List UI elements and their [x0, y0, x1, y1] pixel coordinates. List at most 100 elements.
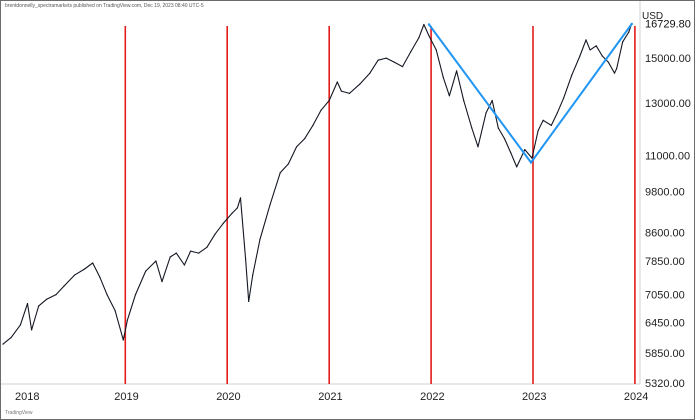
x-axis-ticks[interactable]: 2018 2019 2020 2021 2022 2023 2024 — [15, 391, 648, 403]
price-point-56 — [428, 35, 430, 37]
price-point-16 — [126, 319, 128, 321]
price-point-55 — [423, 23, 425, 26]
price-point-50 — [385, 57, 387, 59]
price-point-45 — [340, 90, 342, 92]
price-point-47 — [359, 83, 361, 85]
y-tick-label-1: 5850.00 — [645, 348, 685, 360]
price-point-41 — [312, 124, 314, 126]
price-point-57 — [435, 49, 437, 51]
price-point-53 — [410, 51, 412, 53]
price-point-64 — [485, 112, 487, 114]
price-point-10 — [84, 268, 86, 270]
price-point-25 — [198, 252, 200, 254]
price-point-38 — [287, 163, 289, 165]
price-point-32 — [245, 258, 247, 260]
price-point-74 — [550, 124, 552, 126]
price-point-7 — [55, 294, 57, 296]
last-value-layer: 16729.80 — [642, 16, 694, 31]
price-point-14 — [114, 310, 116, 312]
price-point-80 — [589, 49, 591, 51]
price-point-79 — [585, 39, 587, 41]
y-tick-label-7: 11000.00 — [645, 150, 690, 162]
price-point-77 — [571, 74, 573, 76]
price-point-27 — [214, 233, 216, 235]
price-point-66 — [497, 127, 499, 129]
y-tick-label-6: 9800.00 — [645, 187, 685, 199]
price-point-43 — [328, 99, 330, 102]
price-point-3 — [26, 303, 29, 305]
currency-label[interactable]: USD — [642, 11, 664, 22]
x-tick-label-0: 2018 — [15, 391, 39, 403]
trend-line — [428, 23, 633, 164]
price-point-11 — [92, 262, 94, 264]
price-point-29 — [231, 212, 233, 214]
price-point-6 — [46, 298, 48, 300]
price-point-13 — [106, 294, 108, 296]
price-point-42 — [320, 109, 322, 111]
price-point-23 — [183, 264, 185, 266]
price-point-48 — [369, 72, 371, 74]
price-point-84 — [613, 72, 616, 74]
price-point-76 — [563, 97, 565, 99]
price-point-70 — [524, 149, 526, 151]
price-point-86 — [622, 41, 624, 43]
price-point-4 — [31, 329, 33, 331]
price-point-60 — [456, 70, 458, 72]
price-point-67 — [503, 138, 506, 140]
price-point-22 — [175, 252, 177, 254]
y-tick-label-2: 6450.00 — [645, 318, 685, 330]
price-point-54 — [418, 37, 420, 39]
y-tick-label-8: 13000.00 — [645, 98, 691, 110]
y-axis-ticks[interactable]: 5320.00 5850.00 6450.00 7050.00 7850.00 8600.… — [645, 53, 691, 390]
price-point-8 — [63, 285, 65, 287]
price-point-71 — [531, 157, 533, 159]
price-point-21 — [169, 256, 171, 258]
price-point-35 — [259, 239, 261, 241]
price-point-58 — [442, 76, 444, 79]
price-point-37 — [279, 172, 281, 174]
price-point-62 — [471, 127, 473, 129]
x-tick-label-4: 2022 — [420, 391, 444, 403]
price-point-63 — [477, 146, 479, 148]
price-point-17 — [134, 294, 137, 296]
y-tick-label-9: 15000.00 — [645, 53, 691, 65]
price-point-15 — [122, 339, 124, 341]
price-point-0 — [2, 343, 4, 345]
last-value-label: 16729.80 — [645, 19, 691, 31]
price-point-24 — [190, 250, 192, 252]
trend-point-0 — [427, 23, 431, 26]
x-tick-label-6: 2024 — [624, 391, 648, 403]
price-point-75 — [556, 112, 559, 114]
price-point-44 — [336, 81, 338, 83]
price-point-51 — [393, 61, 395, 63]
price-point-20 — [161, 281, 163, 283]
price-point-46 — [348, 92, 351, 94]
price-point-85 — [616, 68, 618, 70]
price-point-33 — [248, 300, 250, 302]
y-tick-label-5: 8600.00 — [645, 227, 685, 239]
price-point-5 — [38, 305, 40, 307]
price-point-18 — [145, 270, 147, 272]
price-point-73 — [542, 119, 544, 121]
price-point-39 — [296, 146, 298, 148]
price-point-61 — [463, 99, 465, 102]
last-value-badge — [642, 16, 694, 31]
x-tick-label-3: 2021 — [318, 391, 342, 403]
price-point-65 — [491, 99, 493, 102]
y-tick-label-0: 5320.00 — [645, 378, 685, 390]
price-point-78 — [579, 55, 581, 57]
price-point-72 — [537, 130, 539, 132]
price-point-87 — [628, 31, 630, 33]
price-point-40 — [304, 138, 306, 140]
y-tick-label-3: 7050.00 — [645, 290, 685, 302]
price-point-26 — [206, 246, 208, 248]
price-point-82 — [601, 55, 603, 57]
price-point-34 — [252, 274, 254, 276]
y-tick-label-4: 7850.00 — [645, 256, 685, 268]
price-point-28 — [222, 222, 224, 224]
publisher-caption: brentdonnelly_spectramarkets published o… — [5, 3, 204, 9]
price-point-69 — [516, 166, 518, 168]
trend-point-2 — [630, 22, 633, 26]
